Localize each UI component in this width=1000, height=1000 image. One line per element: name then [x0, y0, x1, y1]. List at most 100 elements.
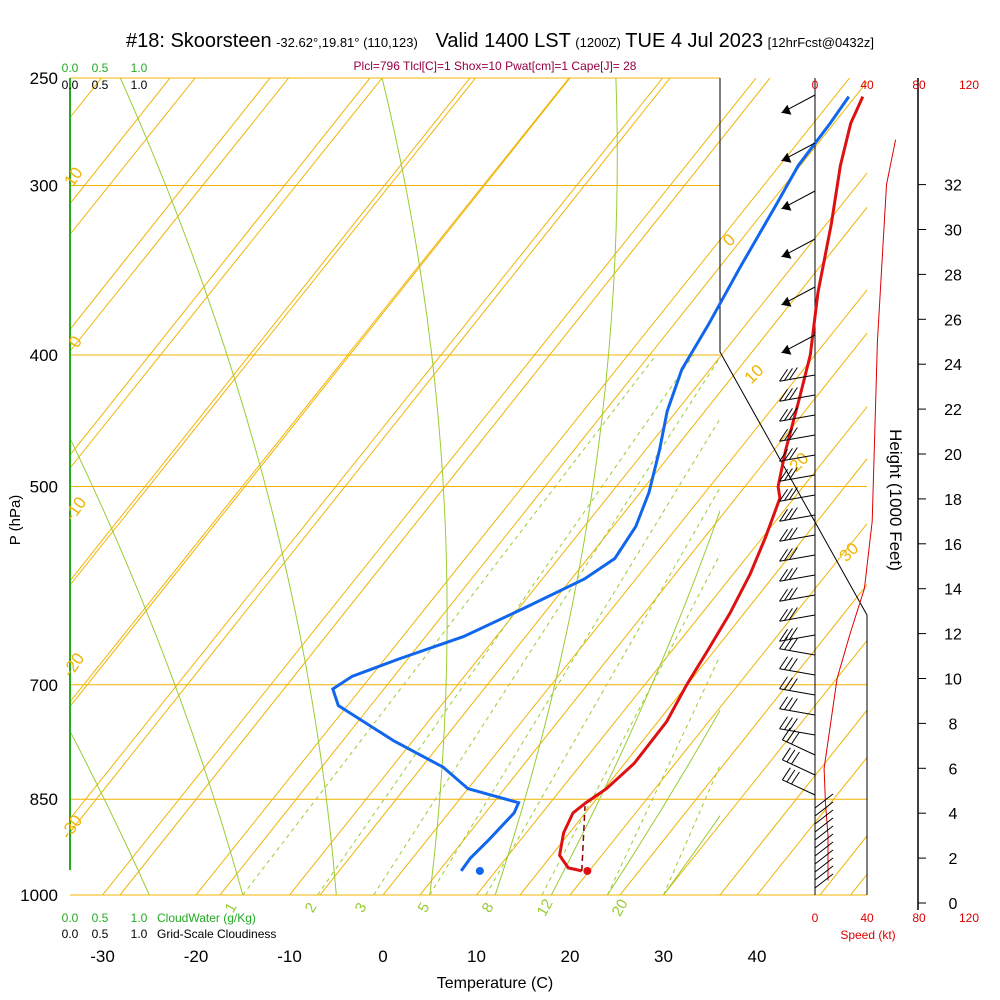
wind-barb [779, 374, 816, 382]
temperature-tick-label: -30 [90, 947, 115, 966]
cloudiness-label: Grid-Scale Cloudiness [157, 927, 276, 941]
wind-feather [788, 547, 798, 560]
wind-feather [788, 627, 798, 640]
height-tick-label: 10 [944, 672, 962, 689]
mixing-ratio-label: 3 [352, 900, 371, 916]
chart-header: #18: Skoorsteen -32.62°,19.81° (110,123)… [0, 30, 1000, 53]
sounding-series [331, 95, 897, 881]
wind-feather [788, 487, 798, 500]
zulu-time: (1200Z) [575, 35, 621, 50]
cloudiness-scale-bottom: 0.0 [62, 927, 79, 941]
isotherm-label: -20 [59, 649, 89, 680]
height-tick-label: 18 [944, 492, 962, 509]
wind-feather [779, 636, 788, 650]
wind-barb [779, 494, 816, 502]
wind-feather [788, 447, 798, 460]
mixing-ratio-label: 12 [534, 896, 557, 919]
wind-feather [788, 387, 798, 400]
wind-barb [779, 554, 816, 562]
mixing-ratio-line [317, 354, 694, 895]
mixing-ratio-line [541, 553, 720, 895]
wind-feather [788, 407, 798, 420]
wind-feather [779, 656, 788, 670]
moist-adiabat-line [550, 509, 720, 895]
mixing-ratio-label: 2 [302, 900, 321, 916]
speed-tick-label-top: 120 [959, 78, 979, 92]
wind-barb [779, 414, 816, 422]
wind-feather [781, 767, 791, 781]
height-tick-label: 6 [949, 761, 958, 778]
forecast-run: [12hrFcst@0432z] [767, 35, 875, 50]
wind-feather [779, 588, 788, 602]
height-tick-label: 30 [944, 223, 962, 240]
pressure-tick-label: 400 [30, 346, 58, 365]
wind-barb [782, 739, 816, 756]
wind-feather [779, 628, 788, 642]
height-tick-label: 12 [944, 627, 962, 644]
height-tick-label: 24 [944, 357, 962, 374]
mixing-ratio-lines [242, 354, 720, 895]
wind-barb [782, 779, 816, 796]
cloudiness-scale-bottom: 1.0 [131, 927, 148, 941]
height-tick-label: 2 [949, 851, 958, 868]
wind-barb [814, 873, 834, 889]
dry-adiabat-line [920, 78, 1000, 895]
speed-tick-label-bottom: 120 [959, 911, 979, 925]
dry-adiabat-line [719, 709, 867, 895]
wind-feather [779, 448, 788, 462]
wind-feather [779, 528, 788, 542]
height-tick-label: 26 [944, 312, 962, 329]
wind-feather [784, 637, 793, 650]
isotherm-line [70, 78, 289, 353]
pressure-tick-label: 700 [30, 676, 58, 695]
wind-feather [791, 751, 800, 765]
wind-feather [779, 676, 788, 690]
wind-feather [779, 488, 788, 502]
pressure-tick-label: 850 [30, 790, 58, 809]
wind-feather [784, 697, 793, 710]
wind-feather [779, 368, 788, 382]
speed-tick-label-top: 80 [912, 78, 926, 92]
isotherm-line [70, 78, 383, 469]
temperature-profile [558, 95, 865, 873]
isotherm-label: -10 [61, 493, 91, 524]
speed-tick-label-bottom: 40 [860, 911, 874, 925]
wind-feather [791, 731, 800, 745]
moist-adiabat-line [606, 709, 720, 895]
wind-barb [779, 708, 816, 716]
height-tick-label: 22 [944, 402, 962, 419]
wind-feather [788, 507, 798, 520]
cloudwater-scale-top: 1.0 [131, 61, 148, 75]
isotherm-label: 0 [719, 230, 739, 250]
temperature-tick-label: 30 [654, 947, 673, 966]
station-name: #18: Skoorsteen [125, 30, 272, 52]
wind-barb [779, 434, 816, 442]
wind-barb [814, 841, 834, 857]
cloudiness-scale-bottom: 0.5 [92, 927, 109, 941]
isotherm-line [0, 78, 8, 895]
temperature-tick-label: 40 [748, 947, 767, 966]
pressure-tick-label: 250 [30, 69, 58, 88]
wind-feather [779, 608, 788, 622]
isotherm-label: -30 [57, 811, 87, 842]
speed-tick-label-bottom: 0 [812, 911, 819, 925]
wind-barb [782, 759, 816, 776]
hodo-boundary [719, 78, 868, 895]
wind-barb [814, 849, 834, 865]
cloudiness-scale-top: 1.0 [131, 78, 148, 92]
wind-speed-profile [823, 139, 897, 881]
cloudwater-scale-bottom: 1.0 [131, 911, 148, 925]
temperature-tick-label: -10 [277, 947, 302, 966]
wind-barb [779, 394, 816, 402]
wind-barb [814, 825, 834, 841]
wind-feather [779, 568, 788, 582]
wind-feather [784, 548, 793, 561]
wind-feather [779, 408, 788, 422]
dry-adiabat-line [70, 78, 271, 331]
wind-feather [784, 628, 793, 641]
temperature-tick-label: 20 [561, 947, 580, 966]
station-location: -32.62°,19.81° (110,123) [276, 35, 418, 50]
wind-feather [784, 608, 793, 621]
temperature-tick-label: 0 [378, 947, 387, 966]
